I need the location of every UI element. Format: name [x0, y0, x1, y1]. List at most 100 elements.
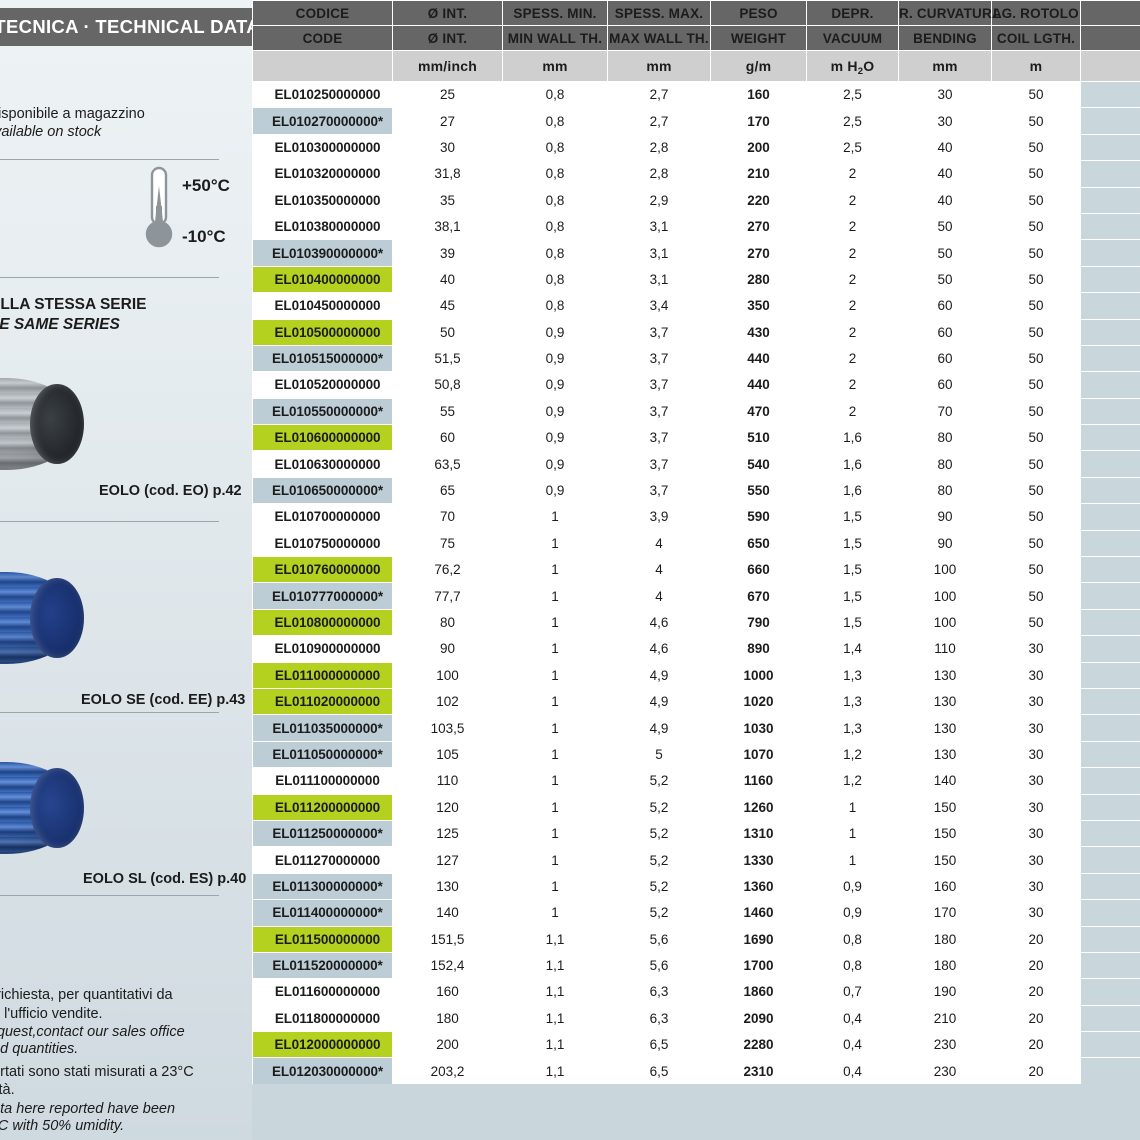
cell-bending: 110 [898, 635, 992, 663]
table-row[interactable]: EL010900000000 90 1 4,6 890 1,4 110 30 [252, 635, 1140, 663]
cell-code: EL010650000000* [252, 476, 393, 505]
cell-spacer [1080, 292, 1140, 320]
cell-max-wall: 4,9 [607, 661, 711, 689]
table-row[interactable]: EL010390000000* 39 0,8 3,1 270 2 50 50 [252, 239, 1140, 267]
cell-max-wall: 3,7 [607, 344, 711, 373]
cell-max-wall: 2,8 [607, 160, 711, 188]
table-row[interactable]: EL011520000000* 152,4 1,1 5,6 1700 0,8 180 20 [252, 951, 1140, 980]
cell-vacuum: 1,2 [806, 767, 899, 795]
table-row[interactable]: EL010450000000 45 0,8 3,4 350 2 60 50 [252, 292, 1140, 320]
cell-vacuum: 2,5 [806, 80, 899, 109]
unit-bending: mm [898, 50, 992, 82]
cell-bending: 190 [898, 978, 992, 1006]
cell-code: EL011000000000 [252, 661, 393, 689]
table-row[interactable]: EL011020000000 102 1 4,9 1020 1,3 130 30 [252, 687, 1140, 716]
cell-inner-diam: 203,2 [392, 1057, 503, 1085]
table-row[interactable]: EL010270000000* 27 0,8 2,7 170 2,5 30 50 [252, 107, 1140, 135]
table-row[interactable]: EL010600000000 60 0,9 3,7 510 1,6 80 50 [252, 424, 1140, 452]
table-row[interactable]: EL010380000000 38,1 0,8 3,1 270 2 50 50 [252, 212, 1140, 241]
cell-max-wall: 3,7 [607, 397, 711, 426]
table-row[interactable]: EL010700000000 70 1 3,9 590 1,5 90 50 [252, 503, 1140, 531]
cell-inner-diam: 27 [392, 107, 503, 135]
cell-coil-length: 50 [991, 608, 1081, 637]
cell-spacer [1080, 80, 1140, 109]
table-row[interactable]: EL011270000000 127 1 5,2 1330 1 150 30 [252, 846, 1140, 874]
cell-code: EL011270000000 [252, 846, 393, 874]
cell-spacer [1080, 1004, 1140, 1033]
cell-weight: 1020 [710, 687, 807, 716]
table-row[interactable]: EL011000000000 100 1 4,9 1000 1,3 130 30 [252, 661, 1140, 689]
cell-coil-length: 50 [991, 265, 1081, 294]
cell-coil-length: 50 [991, 160, 1081, 188]
table-row[interactable]: EL010515000000* 51,5 0,9 3,7 440 2 60 50 [252, 344, 1140, 373]
product-image-eolo-se [0, 572, 84, 664]
cell-max-wall: 5,6 [607, 951, 711, 980]
cell-spacer [1080, 899, 1140, 927]
table-row[interactable]: EL011500000000 151,5 1,1 5,6 1690 0,8 180 20 [252, 925, 1140, 953]
table-row[interactable]: EL011035000000* 103,5 1 4,9 1030 1,3 130 30 [252, 714, 1140, 742]
cell-coil-length: 50 [991, 397, 1081, 426]
table-row[interactable]: EL010250000000 25 0,8 2,7 160 2,5 30 50 [252, 80, 1140, 109]
cell-bending: 60 [898, 292, 992, 320]
table-row[interactable]: EL010650000000* 65 0,9 3,7 550 1,6 80 50 [252, 476, 1140, 505]
cell-max-wall: 4 [607, 529, 711, 558]
table-row[interactable]: EL010777000000* 77,7 1 4 670 1,5 100 50 [252, 582, 1140, 610]
table-row[interactable]: EL012030000000* 203,2 1,1 6,5 2310 0,4 230 20 [252, 1057, 1140, 1085]
cell-min-wall: 0,9 [502, 344, 608, 373]
table-row[interactable]: EL010500000000 50 0,9 3,7 430 2 60 50 [252, 318, 1140, 346]
cell-weight: 440 [710, 344, 807, 373]
cell-spacer [1080, 978, 1140, 1006]
cell-min-wall: 1 [502, 846, 608, 874]
product-label-eolo-se: EOLO SE (cod. EE) p.43 [81, 692, 246, 708]
cell-coil-length: 50 [991, 133, 1081, 162]
cell-code: EL010350000000 [252, 186, 393, 214]
cell-inner-diam: 103,5 [392, 714, 503, 742]
table-footer-spacer [252, 1084, 1140, 1140]
cell-code: EL010270000000* [252, 107, 393, 135]
table-row[interactable]: EL011100000000 110 1 5,2 1160 1,2 140 30 [252, 767, 1140, 795]
cell-min-wall: 0,8 [502, 239, 608, 267]
cell-weight: 540 [710, 450, 807, 478]
table-row[interactable]: EL010350000000 35 0,8 2,9 220 2 40 50 [252, 186, 1140, 214]
cell-coil-length: 50 [991, 582, 1081, 610]
cell-min-wall: 1 [502, 503, 608, 531]
table-row[interactable]: EL010750000000 75 1 4 650 1,5 90 50 [252, 529, 1140, 558]
col-header-en-bending: BENDING [898, 25, 992, 51]
table-row[interactable]: EL011600000000 160 1,1 6,3 1860 0,7 190 20 [252, 978, 1140, 1006]
table-row[interactable]: EL010520000000 50,8 0,9 3,7 440 2 60 50 [252, 371, 1140, 399]
table-row[interactable]: EL010550000000* 55 0,9 3,7 470 2 70 50 [252, 397, 1140, 426]
cell-code: EL010520000000 [252, 371, 393, 399]
cell-coil-length: 30 [991, 846, 1081, 874]
cell-vacuum: 2 [806, 265, 899, 294]
cell-coil-length: 20 [991, 1031, 1081, 1059]
cell-vacuum: 2 [806, 186, 899, 214]
table-row[interactable]: EL011800000000 180 1,1 6,3 2090 0,4 210 20 [252, 1004, 1140, 1033]
table-row[interactable]: EL011250000000* 125 1 5,2 1310 1 150 30 [252, 819, 1140, 848]
cell-bending: 80 [898, 450, 992, 478]
table-row[interactable]: EL010800000000 80 1 4,6 790 1,5 100 50 [252, 608, 1140, 637]
cell-coil-length: 30 [991, 740, 1081, 769]
table-row[interactable]: EL010400000000 40 0,8 3,1 280 2 50 50 [252, 265, 1140, 294]
cell-max-wall: 3,7 [607, 371, 711, 399]
table-row[interactable]: EL011050000000* 105 1 5 1070 1,2 130 30 [252, 740, 1140, 769]
table-row[interactable]: EL011400000000* 140 1 5,2 1460 0,9 170 30 [252, 899, 1140, 927]
cell-code: EL011200000000 [252, 793, 393, 821]
cell-bending: 150 [898, 793, 992, 821]
cell-weight: 1260 [710, 793, 807, 821]
cell-max-wall: 3,7 [607, 318, 711, 346]
cell-bending: 230 [898, 1031, 992, 1059]
cell-weight: 590 [710, 503, 807, 531]
table-row[interactable]: EL010760000000 76,2 1 4 660 1,5 100 50 [252, 556, 1140, 584]
sidebar: A TECNICA · TECHNICAL DATA disponibile a… [0, 0, 252, 1140]
cell-spacer [1080, 846, 1140, 874]
table-row[interactable]: EL010320000000 31,8 0,8 2,8 210 2 40 50 [252, 160, 1140, 188]
table-row[interactable]: EL011200000000 120 1 5,2 1260 1 150 30 [252, 793, 1140, 821]
table-row[interactable]: EL012000000000 200 1,1 6,5 2280 0,4 230 20 [252, 1031, 1140, 1059]
cell-bending: 130 [898, 740, 992, 769]
table-row[interactable]: EL010300000000 30 0,8 2,8 200 2,5 40 50 [252, 133, 1140, 162]
table-row[interactable]: EL010630000000 63,5 0,9 3,7 540 1,6 80 50 [252, 450, 1140, 478]
cell-inner-diam: 120 [392, 793, 503, 821]
col-header-it-int-dia: Ø INT. [392, 0, 503, 26]
cell-max-wall: 4,6 [607, 635, 711, 663]
table-row[interactable]: EL011300000000* 130 1 5,2 1360 0,9 160 30 [252, 872, 1140, 901]
